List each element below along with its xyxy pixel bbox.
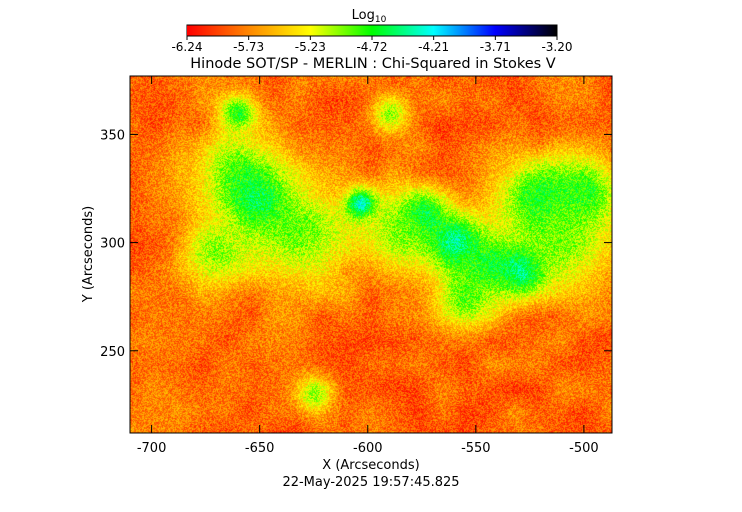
y-tick-label: 350	[100, 128, 125, 143]
heatmap-image	[130, 76, 612, 433]
colorbar-tick-label: -4.21	[418, 40, 449, 54]
colorbar-label-sub: 10	[375, 15, 387, 25]
chart-title: Hinode SOT/SP - MERLIN : Chi-Squared in …	[190, 56, 556, 72]
colorbar-tick-label: -5.73	[233, 40, 264, 54]
colorbar-tick-label: -6.24	[171, 40, 202, 54]
colorbar-tick-label: -5.23	[295, 40, 326, 54]
colorbar-tick-label: -3.71	[480, 40, 511, 54]
colorbar-tick-label: -3.20	[541, 40, 572, 54]
y-tick-label: 300	[100, 237, 125, 252]
colorbar-label-base: Log	[352, 8, 375, 23]
colorbar-tick-label: -4.72	[356, 40, 387, 54]
timestamp: 22-May-2025 19:57:45.825	[282, 475, 459, 490]
colorbar-gradient	[187, 25, 558, 36]
x-tick-label: -700	[137, 441, 167, 456]
heatmap-container	[130, 76, 612, 433]
colorbar-ticks: -6.24 -5.73 -5.23 -4.72 -4.21 -3.71 -3.20	[171, 36, 573, 54]
colorbar-label: Log10	[352, 8, 387, 25]
x-axis-label: X (Arcseconds)	[322, 458, 419, 473]
x-tick-label: -600	[353, 441, 383, 456]
x-tick-label: -550	[461, 441, 491, 456]
y-axis-label: Y (Arcseconds)	[81, 206, 96, 303]
x-axis-ticks: -700 -650 -600 -550 -500	[137, 76, 599, 456]
y-tick-label: 250	[100, 345, 125, 360]
x-tick-label: -500	[569, 441, 599, 456]
plot-frame	[129, 75, 613, 434]
x-tick-label: -650	[245, 441, 275, 456]
y-axis-ticks: 250 300 350	[100, 128, 612, 360]
